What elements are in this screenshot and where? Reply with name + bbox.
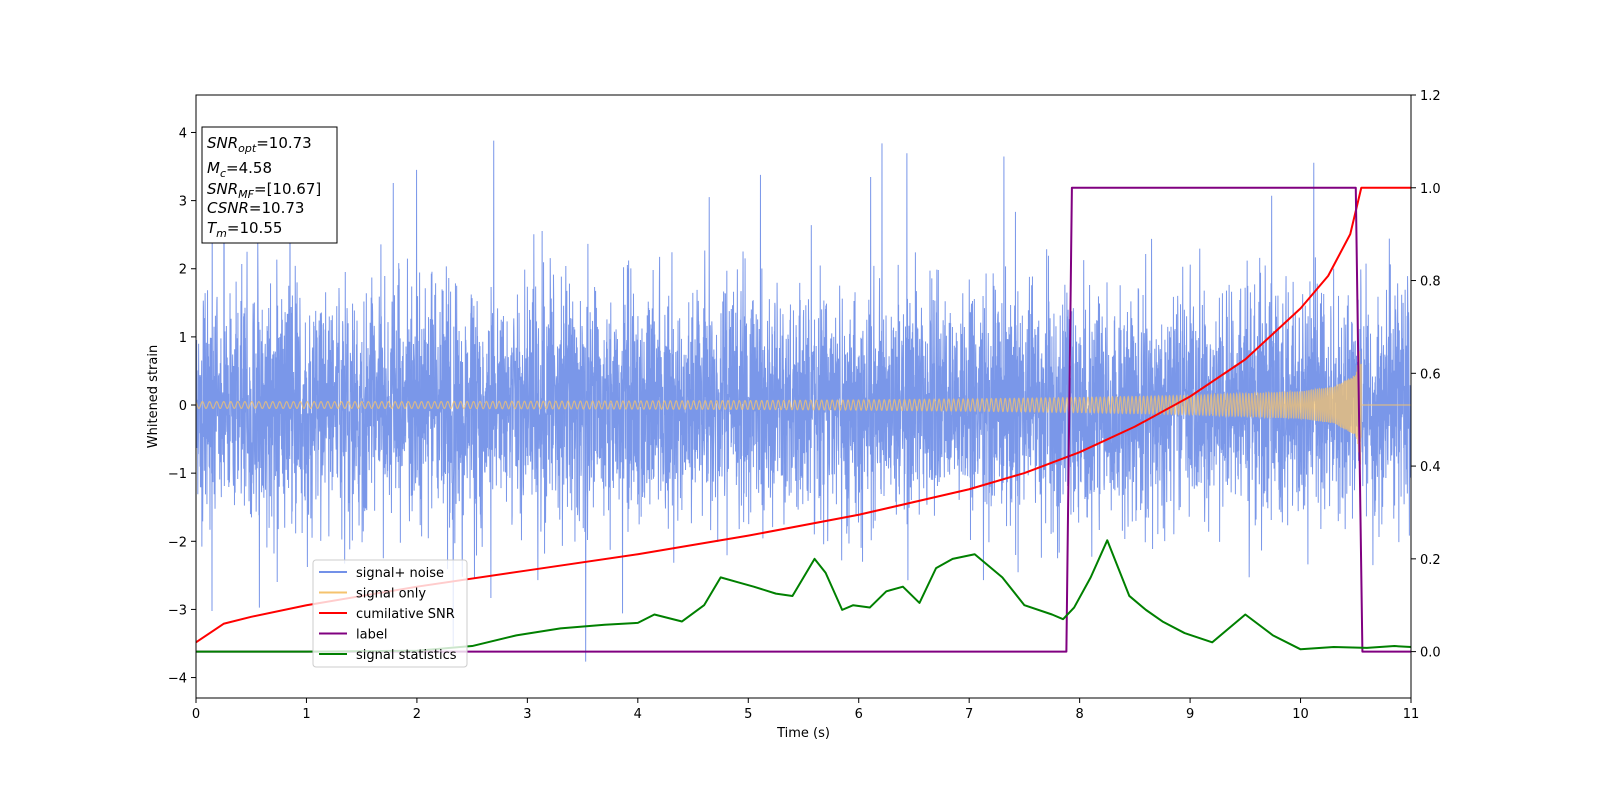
info-line: SNRopt=10.73 bbox=[207, 134, 312, 155]
info-line: SNRMF=[10.67] bbox=[207, 180, 321, 201]
y-tick-label-right: 0.2 bbox=[1420, 553, 1441, 568]
legend-entry: signal statistics bbox=[356, 648, 457, 663]
y-tick-label-left: −2 bbox=[168, 535, 187, 550]
info-box-frame bbox=[201, 126, 338, 244]
x-tick-label: 4 bbox=[634, 707, 642, 722]
info-line: CSNR=10.73 bbox=[207, 199, 304, 217]
legend-entry: signal+ noise bbox=[356, 566, 444, 581]
axes-frame bbox=[195, 94, 1412, 699]
y-tick-label-left: 2 bbox=[179, 263, 187, 278]
x-tick-label: 6 bbox=[855, 707, 863, 722]
y-tick-label-left: 4 bbox=[179, 126, 187, 141]
x-tick-label: 7 bbox=[965, 707, 973, 722]
y-tick-label-right: 0.4 bbox=[1420, 460, 1441, 475]
series-signal-statistics-line bbox=[196, 539, 1411, 653]
x-tick-label: 3 bbox=[523, 707, 531, 722]
axes: 0 1 2 3 4 5 6 7 8 9 10 11 −4 −3 −2 −1 0 1 2 3 4 0.0 0.2 0.4 0.6 0… bbox=[168, 89, 1441, 722]
info-box: SNRopt=10.73 Mc=4.58SNRMF=[10.67]CSNR=10.… bbox=[201, 126, 338, 244]
info-line: Tm=10.55 bbox=[207, 219, 282, 240]
y-tick-label-left: −4 bbox=[168, 672, 187, 687]
y-tick-label-left: 1 bbox=[179, 331, 187, 346]
x-axis-label: Time (s) bbox=[776, 726, 830, 741]
y-tick-label-right: 1.0 bbox=[1420, 182, 1441, 197]
x-tick-label: 2 bbox=[413, 707, 421, 722]
y-tick-label-right: 0.6 bbox=[1420, 367, 1441, 382]
legend: signal+ noise signal only cumilative SNR la… bbox=[312, 559, 468, 668]
x-tick-label: 11 bbox=[1403, 707, 1420, 722]
legend-entry: cumilative SNR bbox=[356, 607, 455, 622]
y-axis-label: Whitened strain bbox=[146, 345, 161, 448]
legend-entry: signal only bbox=[356, 587, 426, 602]
y-tick-label-left: 3 bbox=[179, 195, 187, 210]
x-tick-label: 1 bbox=[302, 707, 310, 722]
series-label-line bbox=[196, 186, 1411, 653]
x-tick-label: 8 bbox=[1075, 707, 1083, 722]
x-tick-label: 10 bbox=[1292, 707, 1309, 722]
y-tick-label-left: 0 bbox=[179, 399, 187, 414]
legend-entry: label bbox=[356, 628, 387, 643]
y-tick-label-left: −3 bbox=[168, 603, 187, 618]
legend-frame bbox=[312, 559, 468, 668]
x-tick-label: 0 bbox=[192, 707, 200, 722]
y-tick-label-left: −1 bbox=[168, 467, 187, 482]
y-tick-label-right: 0.8 bbox=[1420, 275, 1441, 290]
info-line: Mc=4.58 bbox=[207, 159, 272, 180]
y-tick-label-right: 1.2 bbox=[1420, 89, 1441, 104]
x-tick-label: 5 bbox=[744, 707, 752, 722]
x-tick-label: 9 bbox=[1186, 707, 1194, 722]
y-tick-label-right: 0.0 bbox=[1420, 646, 1441, 661]
series-signal-only-line bbox=[196, 350, 1411, 465]
